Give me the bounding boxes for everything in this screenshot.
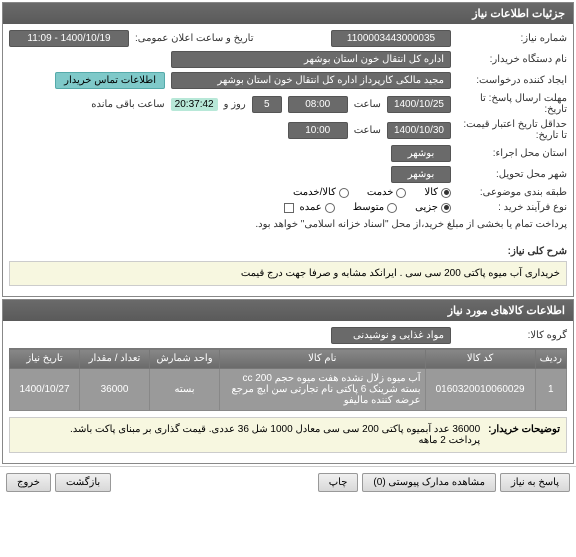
exit-button[interactable]: خروج <box>6 473 51 492</box>
buy-type-label: نوع فرآیند خرید : <box>457 202 567 213</box>
buyer-note-box: توضیحات خریدار: 36000 عدد آبمیوه پاکتی 2… <box>9 417 567 453</box>
need-no-label: شماره نیاز: <box>457 33 567 44</box>
back-button[interactable]: بازگشت <box>55 473 111 492</box>
desc-label: شرح کلی نیاز: <box>457 246 567 257</box>
remain-days: 5 <box>252 96 282 113</box>
radio-icon <box>387 203 397 213</box>
table-row[interactable]: 1 0160320010060029 آب میوه زلال نشده هفت… <box>10 369 567 411</box>
col-unit: واحد شمارش <box>150 349 220 369</box>
table-header-row: ردیف کد کالا نام کالا واحد شمارش تعداد /… <box>10 349 567 369</box>
pubdate-value: 1400/10/19 - 11:09 <box>9 30 129 47</box>
buyer-label: نام دستگاه خریدار: <box>457 54 567 65</box>
cat-opt-2[interactable]: کالا/خدمت <box>293 187 349 198</box>
remain-time: 20:37:42 <box>171 98 218 111</box>
radio-icon <box>441 188 451 198</box>
remain-suffix: ساعت باقی مانده <box>91 99 164 110</box>
time-label-1: ساعت <box>354 99 381 110</box>
deadline-time: 08:00 <box>288 96 348 113</box>
cell-name: آب میوه زلال نشده هفت میوه حجم 200 cc بس… <box>220 369 426 411</box>
buy-opt-1[interactable]: متوسط <box>353 202 397 213</box>
col-idx: ردیف <box>535 349 566 369</box>
radio-icon <box>396 188 406 198</box>
deadline-date: 1400/10/25 <box>387 96 451 113</box>
cell-idx: 1 <box>535 369 566 411</box>
cell-unit: بسته <box>150 369 220 411</box>
valid-date: 1400/10/30 <box>387 122 451 139</box>
pubdate-label: تاریخ و ساعت اعلان عمومی: <box>135 33 254 44</box>
radio-icon <box>325 203 335 213</box>
panel2-title: اطلاعات کالاهای مورد نیاز <box>3 300 573 321</box>
items-table: ردیف کد کالا نام کالا واحد شمارش تعداد /… <box>9 348 567 411</box>
buyer-note-label: توضیحات خریدار: <box>488 424 560 446</box>
cell-qty: 36000 <box>80 369 150 411</box>
time-label-2: ساعت <box>354 125 381 136</box>
col-qty: تعداد / مقدار <box>80 349 150 369</box>
buy-opt-0[interactable]: جزیی <box>415 202 451 213</box>
reply-button[interactable]: پاسخ به نیاز <box>500 473 570 492</box>
col-date: تاریخ نیاز <box>10 349 80 369</box>
valid-time: 10:00 <box>288 122 348 139</box>
buy-opt-2[interactable]: عمده <box>300 202 335 213</box>
need-details-panel: جزئیات اطلاعات نیاز شماره نیاز: 11000034… <box>2 2 574 297</box>
req-creator-label: ایجاد کننده درخواست: <box>457 75 567 86</box>
deliver-value: بوشهر <box>391 166 451 183</box>
radio-icon <box>339 188 349 198</box>
remain-days-label: روز و <box>224 99 246 110</box>
cat-opt-0[interactable]: کالا <box>424 187 451 198</box>
group-label: گروه کالا: <box>457 330 567 341</box>
deliver-label: شهر محل تحویل: <box>457 169 567 180</box>
print-button[interactable]: چاپ <box>318 473 359 492</box>
cat-opt-1[interactable]: خدمت <box>367 187 407 198</box>
category-radio-group: کالا خدمت کالا/خدمت <box>293 187 451 198</box>
col-name: نام کالا <box>220 349 426 369</box>
buyer-note-text: 36000 عدد آبمیوه پاکتی 200 سی سی معادل 1… <box>70 424 480 446</box>
footer-bar: پاسخ به نیاز مشاهده مدارک پیوستی (0) چاپ… <box>0 466 576 498</box>
col-code: کد کالا <box>425 349 535 369</box>
valid-label: حداقل تاریخ اعتبار قیمت: تا تاریخ: <box>457 119 567 141</box>
group-value: مواد غذایی و نوشیدنی <box>331 327 451 344</box>
buy-type-radio-group: جزیی متوسط عمده <box>300 202 452 213</box>
req-creator-value: مجید مالکی کارپرداز اداره کل انتقال خون … <box>171 72 451 89</box>
buyer-value: اداره کل انتقال خون استان بوشهر <box>171 51 451 68</box>
attachments-button[interactable]: مشاهده مدارک پیوستی (0) <box>362 473 496 492</box>
exec-value: بوشهر <box>391 145 451 162</box>
panel1-title: جزئیات اطلاعات نیاز <box>3 3 573 24</box>
need-description: خریداری آب میوه پاکتی 200 سی سی . ایرانک… <box>9 261 567 286</box>
radio-icon <box>441 203 451 213</box>
need-no-value: 1100003443000035 <box>331 30 451 47</box>
contact-buyer-button[interactable]: اطلاعات تماس خریدار <box>55 72 165 89</box>
exec-label: استان محل اجراء: <box>457 148 567 159</box>
pay-note: پرداخت تمام یا بخشی از مبلغ خرید،از محل … <box>255 219 567 230</box>
cell-date: 1400/10/27 <box>10 369 80 411</box>
treasury-checkbox[interactable] <box>284 203 294 213</box>
items-panel: اطلاعات کالاهای مورد نیاز گروه کالا: موا… <box>2 299 574 464</box>
cell-code: 0160320010060029 <box>425 369 535 411</box>
cat-label: طبقه بندی موضوعی: <box>457 187 567 198</box>
deadline-label: مهلت ارسال پاسخ: تا تاریخ: <box>457 93 567 115</box>
